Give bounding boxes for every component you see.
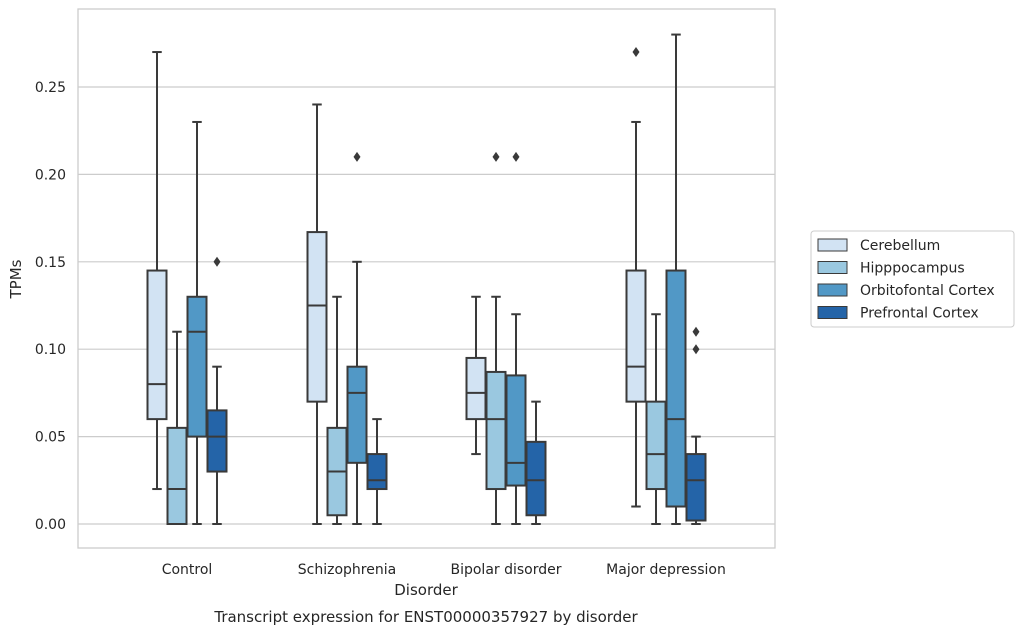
y-tick-label: 0.10 <box>35 342 66 358</box>
box-prefrontal-cortex <box>525 400 547 525</box>
legend-label: Cerebellum <box>860 238 940 254</box>
box-prefrontal-cortex <box>685 326 707 525</box>
y-tick-label: 0.25 <box>35 80 66 96</box>
legend-swatch <box>817 306 848 319</box>
boxes <box>146 33 707 525</box>
box-prefrontal-cortex <box>366 418 388 525</box>
y-tick-label: 0.05 <box>35 430 66 446</box>
legend-entry: Hipppocampus <box>817 261 965 277</box>
legend-entry: Orbitofontal Cortex <box>817 283 995 299</box>
box-prefrontal-cortex <box>206 256 228 525</box>
box-body <box>685 453 707 522</box>
box-orbitofontal-cortex <box>186 120 208 525</box>
box-body <box>645 400 667 491</box>
box-body <box>186 295 208 438</box>
box-cerebellum <box>306 103 328 525</box>
box-body <box>505 374 527 487</box>
box-cerebellum <box>625 47 647 508</box>
outlier-point <box>692 326 700 337</box>
box-hipppocampus <box>326 295 348 525</box>
box-hipppocampus <box>485 151 507 525</box>
y-tick-label: 0.00 <box>35 517 66 533</box>
box-body <box>465 356 487 421</box>
legend-label: Prefrontal Cortex <box>860 306 979 322</box>
box-body <box>206 409 228 473</box>
legend-entry: Prefrontal Cortex <box>817 306 979 322</box>
y-tick-label: 0.20 <box>35 167 66 183</box>
box-orbitofontal-cortex <box>505 151 527 525</box>
box-body <box>146 269 168 421</box>
x-axis-title: Disorder <box>394 581 458 599</box>
box-body <box>485 370 507 491</box>
box-body <box>665 269 687 508</box>
box-body <box>625 269 647 403</box>
outlier-point <box>492 151 500 162</box>
legend-entry: Cerebellum <box>817 238 940 254</box>
x-tick-label: Schizophrenia <box>298 562 396 578</box>
chart-caption: Transcript expression for ENST0000035792… <box>213 608 638 626</box>
x-tick-label: Control <box>162 562 213 578</box>
x-tick-label: Major depression <box>606 562 726 578</box>
y-tick-label: 0.15 <box>35 255 66 271</box>
legend-frame <box>810 230 1015 328</box>
box-cerebellum <box>146 51 168 491</box>
legend-swatch <box>817 261 848 274</box>
y-axis-title: TPMs <box>7 259 25 299</box>
legend-swatch <box>817 238 848 252</box>
box-body <box>525 440 547 517</box>
y-tick-labels: 0.00 0.05 0.10 0.15 0.20 0.25 <box>35 80 66 533</box>
legend-swatch <box>817 283 848 297</box>
x-tick-labels: Control Schizophrenia Bipolar disorder Majo… <box>162 562 726 578</box>
legend: Cerebellum Hipppocampus Orbitofontal Corte… <box>810 230 1015 328</box>
box-orbitofontal-cortex <box>346 151 368 525</box>
box-orbitofontal-cortex <box>665 33 687 525</box>
outlier-point <box>692 344 700 355</box>
box-cerebellum <box>465 295 487 456</box>
outlier-point <box>213 256 221 267</box>
box-hipppocampus <box>645 313 667 525</box>
legend-label: Hipppocampus <box>860 261 965 277</box>
box-body <box>306 231 328 403</box>
box-hipppocampus <box>166 330 188 525</box>
box-body <box>346 365 368 464</box>
box-body <box>166 426 188 525</box>
x-tick-label: Bipolar disorder <box>450 562 561 578</box>
outlier-point <box>353 151 361 162</box>
legend-label: Orbitofontal Cortex <box>860 283 995 299</box>
outlier-point <box>632 47 640 58</box>
box-body <box>366 453 388 491</box>
outlier-point <box>512 151 520 162</box>
legend-items: Cerebellum Hipppocampus Orbitofontal Corte… <box>817 238 995 322</box>
plot-frame <box>77 8 776 549</box>
